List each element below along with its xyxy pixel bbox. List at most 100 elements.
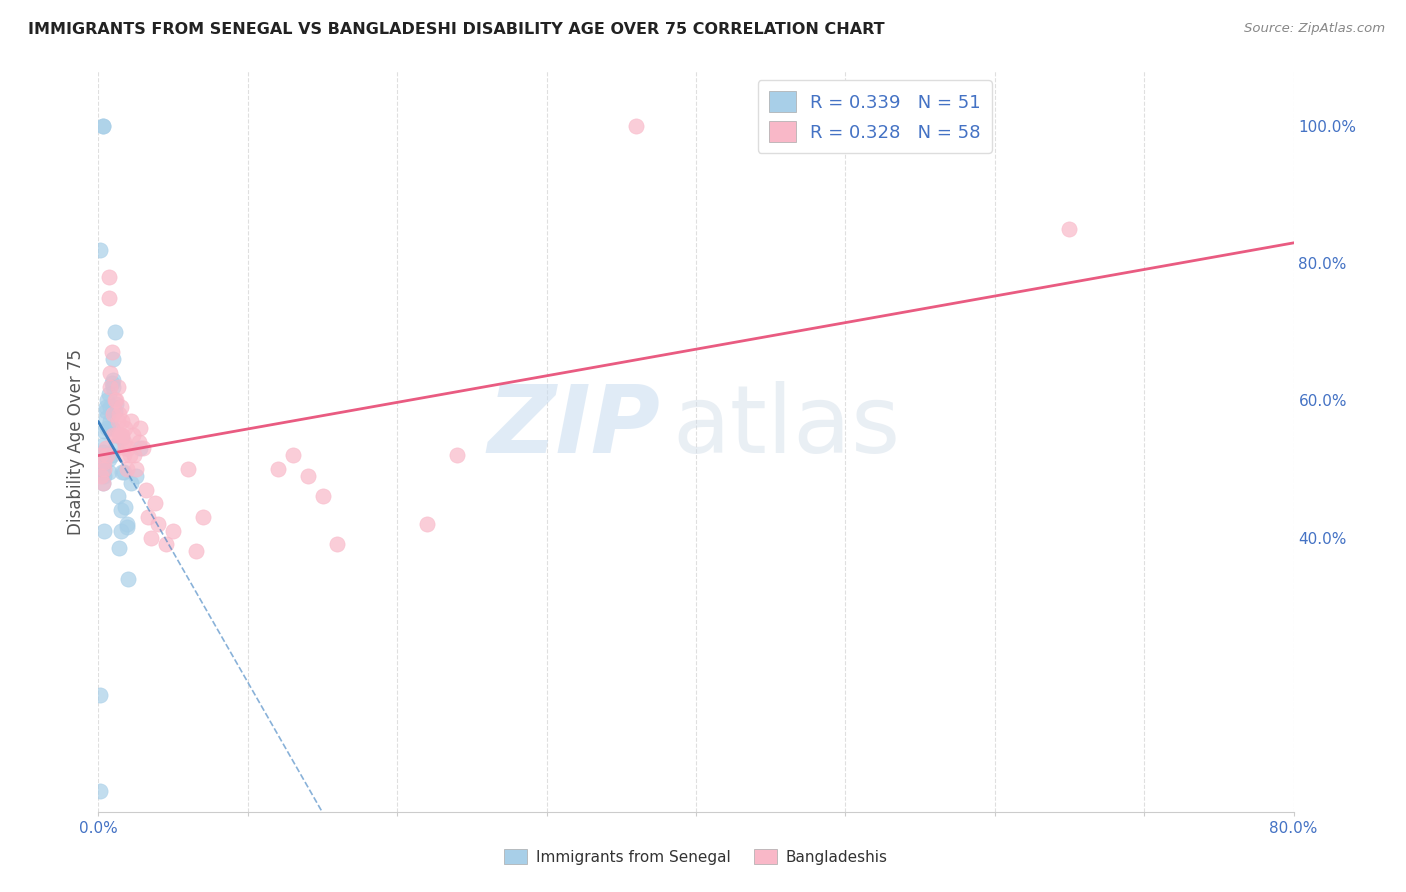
Text: atlas: atlas [672,381,900,473]
Point [112,448,135,462]
Point [96,448,118,462]
Point [125,468,148,483]
Point [91,466,114,480]
Point [118,448,141,462]
Point [267,462,290,476]
Point [103,407,125,421]
Point [124,448,146,462]
Point [90,468,112,483]
Point [104,393,127,408]
Point [104,403,127,417]
Point [107,489,129,503]
Point [155,537,177,551]
Point [89,784,111,798]
Point [91,445,114,459]
Point [94,401,117,415]
Point [96,393,118,408]
Point [103,427,125,442]
Point [111,431,134,445]
Point [90,458,112,473]
Point [112,466,135,480]
Point [129,421,152,435]
Point [101,376,124,391]
Point [148,516,170,531]
Point [177,462,200,476]
Point [97,466,120,480]
Point [139,531,162,545]
Point [136,510,159,524]
Text: IMMIGRANTS FROM SENEGAL VS BANGLADESHI DISABILITY AGE OVER 75 CORRELATION CHART: IMMIGRANTS FROM SENEGAL VS BANGLADESHI D… [28,22,884,37]
Point [1059,222,1081,236]
Point [108,427,131,442]
Point [93,462,115,476]
Point [105,427,128,442]
Point [111,466,134,480]
Point [626,119,648,133]
Point [91,458,114,473]
Point [111,414,134,428]
Point [311,489,333,503]
Point [125,462,148,476]
Point [120,414,142,428]
Point [114,442,136,456]
Point [89,243,111,257]
Point [98,366,122,380]
Point [104,325,127,339]
Point [103,373,125,387]
Point [101,345,124,359]
Point [108,541,131,555]
Point [101,421,124,435]
Point [114,421,136,435]
Point [132,442,155,456]
Point [98,401,122,415]
Point [93,455,115,469]
Point [105,438,128,452]
Point [91,438,114,452]
Point [114,500,136,514]
Point [121,427,143,442]
Point [93,468,115,483]
Point [115,516,138,531]
Point [110,503,132,517]
Point [90,466,112,480]
Point [103,380,125,394]
Point [97,291,120,305]
Point [96,421,118,435]
Point [135,483,157,497]
Point [129,442,152,456]
Point [446,448,468,462]
Point [107,414,129,428]
Point [97,451,120,466]
Point [91,475,114,490]
Point [105,397,128,411]
Point [115,520,138,534]
Point [297,468,319,483]
Point [110,524,132,538]
Point [93,524,115,538]
Point [94,410,117,425]
Point [191,510,214,524]
Point [184,544,207,558]
Text: ZIP: ZIP [488,381,661,473]
Point [110,427,132,442]
Point [94,403,117,417]
Point [143,496,166,510]
Point [89,688,111,702]
Point [91,119,114,133]
Point [117,572,139,586]
Point [120,475,142,490]
Point [107,380,129,394]
Point [93,424,115,438]
Point [91,119,114,133]
Point [98,380,122,394]
Point [103,352,125,367]
Point [128,434,150,449]
Point [105,393,128,408]
Point [97,270,120,285]
Point [94,442,117,456]
Point [110,401,132,415]
Point [281,448,304,462]
Point [97,386,120,401]
Point [117,442,139,456]
Point [91,451,114,466]
